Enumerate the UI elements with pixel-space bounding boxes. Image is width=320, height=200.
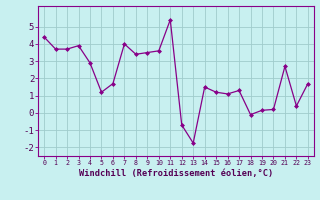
X-axis label: Windchill (Refroidissement éolien,°C): Windchill (Refroidissement éolien,°C) xyxy=(79,169,273,178)
